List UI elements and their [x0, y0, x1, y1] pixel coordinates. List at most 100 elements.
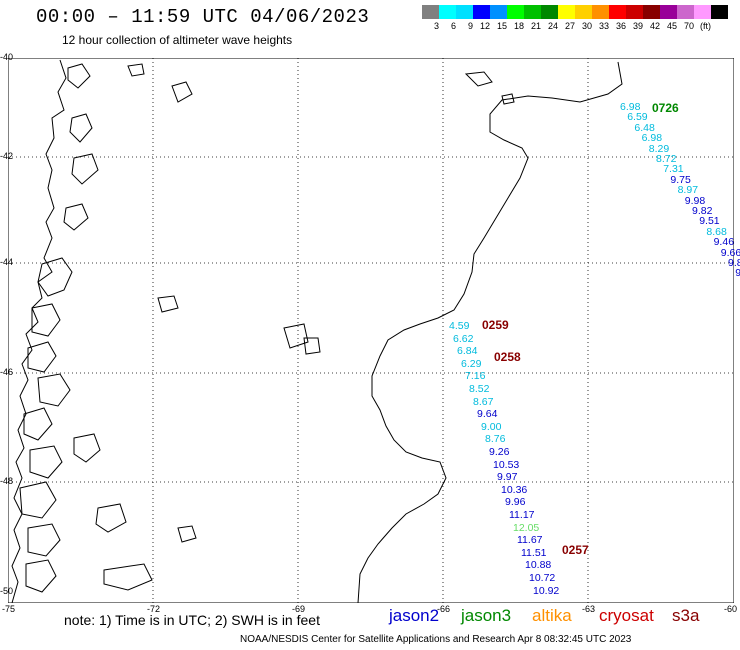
scale-label: 12: [479, 21, 490, 31]
wave-height-label: 7.16: [465, 370, 486, 383]
pass-label-0258: 0258: [494, 350, 521, 364]
latitude-label: -44: [0, 257, 14, 267]
scale-swatch: [575, 5, 592, 19]
scale-label: 9: [467, 21, 473, 31]
wave-height-label: 9.00: [481, 420, 502, 433]
map-subtitle: 12 hour collection of altimeter wave hei…: [62, 33, 293, 47]
satellite-cryosat: cryosat: [599, 606, 654, 625]
scale-label: 70: [683, 21, 694, 31]
longitude-label: -69: [292, 604, 306, 614]
scale-label: (ft): [700, 21, 711, 31]
wave-height-label: 4.59: [449, 320, 470, 332]
wave-height-label: 9.82: [692, 205, 713, 217]
scale-swatch: [456, 5, 473, 19]
scale-swatch: [643, 5, 660, 19]
wave-height-label: 8.76: [485, 433, 506, 446]
wave-height-label: 9.46: [713, 236, 735, 249]
coastline-argentina: [357, 61, 623, 603]
wave-height-label: 6.59: [627, 111, 648, 124]
wave-height-label: 10.36: [501, 483, 528, 496]
color-scale-labels: 3 6 9 12 15 18 21 24 27 30 33 36 39 42 45 70 (ft): [422, 21, 711, 31]
scale-swatch: [626, 5, 643, 19]
wave-height-label: 8.67: [473, 395, 494, 408]
scale-swatch: [609, 5, 626, 19]
wave-height-label: 9.64: [477, 408, 498, 421]
wave-height-label: 6.84: [457, 345, 478, 358]
wave-height-label: 10.72: [529, 572, 556, 584]
wave-height-label: 9.96: [505, 496, 526, 509]
longitude-label: -72: [147, 604, 161, 614]
scale-swatch: [507, 5, 524, 19]
note-text: note: 1) Time is in UTC; 2) SWH is in fe…: [64, 612, 320, 628]
scale-label: 36: [615, 21, 626, 31]
map-title: 00:00 – 11:59 UTC 04/06/2023: [36, 6, 370, 28]
wave-height-label: 8.97: [677, 184, 699, 197]
scale-swatch: [694, 5, 711, 19]
scale-swatch: [541, 5, 558, 19]
wave-height-label: 9.8: [728, 257, 740, 269]
scale-swatch: [677, 5, 694, 19]
satellite-jason2: jason2: [389, 606, 440, 625]
scale-label: 27: [564, 21, 575, 31]
longitude-label: -75: [2, 604, 16, 614]
wave-height-label: 6.48: [634, 121, 655, 134]
scale-swatch: [422, 5, 439, 19]
scale-swatch: [524, 5, 541, 19]
wave-height-label: 8.68: [706, 225, 727, 238]
latitude-label: -40: [0, 52, 14, 62]
map-frame: [8, 58, 734, 603]
coastline-chile: [11, 59, 321, 603]
scale-label: 3: [433, 21, 439, 31]
latitude-label: -50: [0, 586, 14, 596]
scale-label: 24: [547, 21, 558, 31]
wave-height-label: 6.98: [641, 132, 663, 145]
footer-credit: NOAA/NESDIS Center for Satellite Applica…: [240, 634, 632, 645]
wave-height-label: 9.51: [699, 215, 720, 228]
satellite-altika: altika: [532, 606, 572, 625]
wave-height-label: 9.98: [684, 194, 706, 207]
wave-height-label: 7.31: [663, 163, 684, 176]
satellite-jason3: jason3: [461, 606, 512, 625]
wave-height-label: 8.29: [648, 142, 670, 155]
wave-height-label: 11.51: [521, 546, 547, 559]
wave-height-label: 10.88: [525, 559, 552, 572]
wave-height-label: 6.62: [453, 332, 474, 345]
wave-height-label: 9.66: [720, 246, 740, 259]
wave-height-label: 11.17: [509, 509, 535, 521]
scale-swatch: [473, 5, 490, 19]
longitude-label: -60: [724, 604, 738, 614]
wave-height-label: 6.29: [461, 357, 482, 370]
scale-label: 21: [530, 21, 541, 31]
latitude-label: -42: [0, 151, 14, 161]
satellite-s3a: s3a: [672, 606, 700, 625]
wave-height-label: 8.72: [656, 153, 677, 165]
scale-label: 15: [496, 21, 507, 31]
wave-height-label: 9.: [735, 267, 740, 280]
grid-lines: [8, 58, 734, 603]
wave-height-label: 8.52: [469, 383, 490, 395]
pass-label-0726: 0726: [652, 101, 679, 115]
color-scale: [422, 5, 728, 19]
scale-swatch: [439, 5, 456, 19]
scale-label: 18: [513, 21, 524, 31]
wave-height-label: 10.53: [493, 458, 520, 471]
scale-swatch: [558, 5, 575, 19]
scale-label: 30: [581, 21, 592, 31]
wave-height-label: 9.97: [497, 471, 518, 484]
scale-label: 33: [598, 21, 609, 31]
scale-label: 45: [666, 21, 677, 31]
scale-swatch: [490, 5, 507, 19]
scale-label: 6: [450, 21, 456, 31]
scale-label: 39: [632, 21, 643, 31]
scale-swatch: [711, 5, 728, 19]
wave-height-label: 12.05: [513, 521, 540, 534]
scale-swatch: [660, 5, 677, 19]
longitude-label: -63: [582, 604, 596, 614]
wave-height-label: 11.67: [517, 534, 543, 547]
pass-label-0259: 0259: [482, 318, 509, 332]
wave-height-label: 9.75: [670, 173, 691, 186]
scale-label: 42: [649, 21, 660, 31]
latitude-label: -46: [0, 367, 14, 377]
latitude-label: -48: [0, 476, 14, 486]
